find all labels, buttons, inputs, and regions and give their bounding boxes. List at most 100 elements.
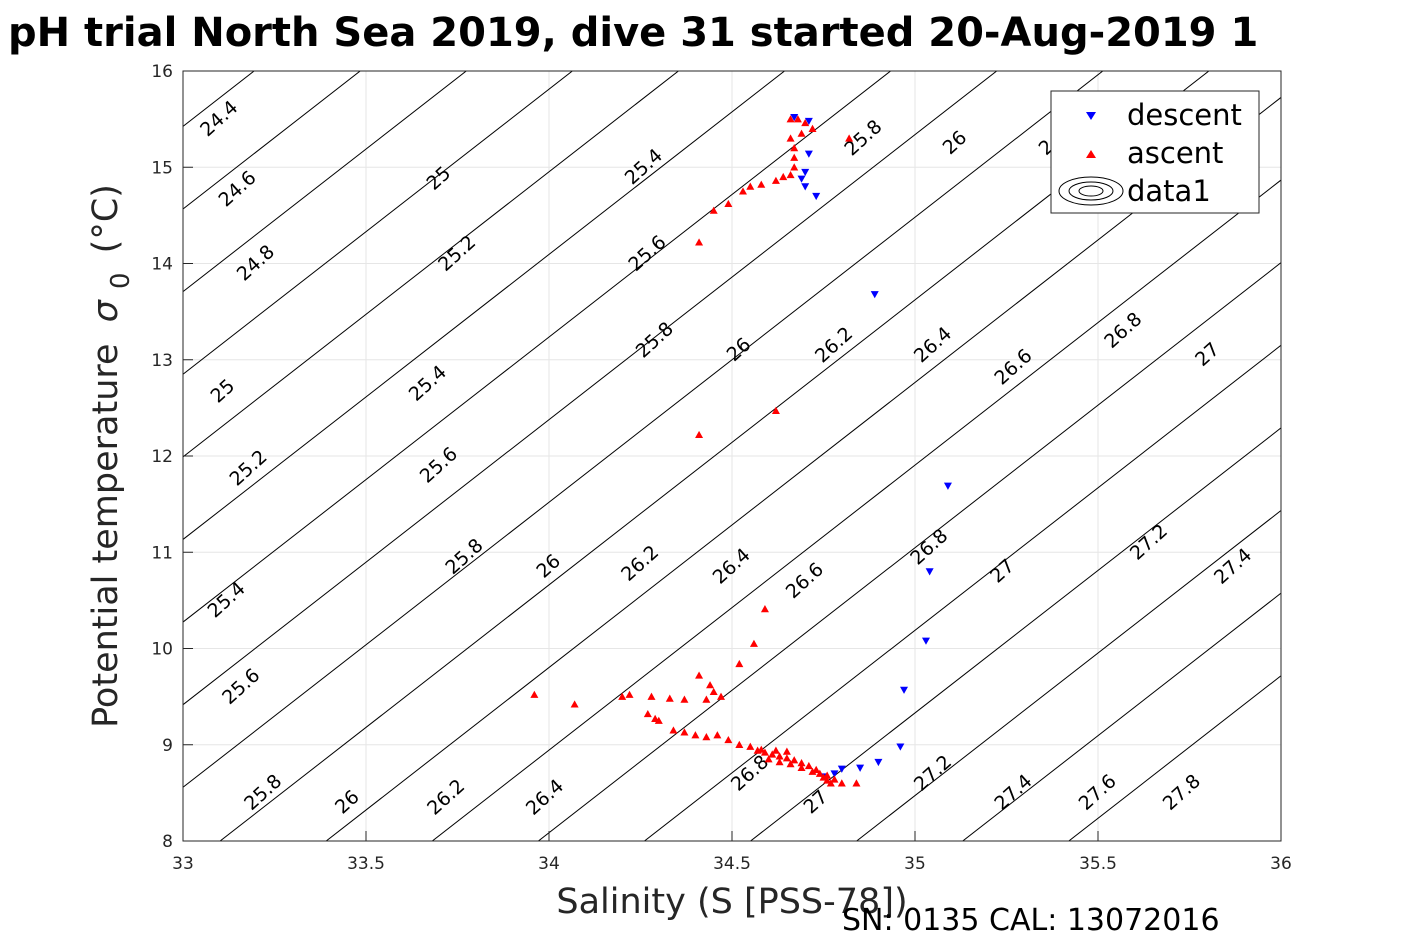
x-tick-label: 35.5 [1079,854,1117,874]
isopycnal-line [183,71,786,541]
ascent-point [830,775,839,783]
ascent-point [815,769,824,777]
ascent-point [852,779,861,787]
data-series [530,114,952,787]
ascent-point [625,690,634,698]
isopycnal-line [183,71,361,210]
y-axis-label-subscript: 0 [106,272,136,289]
ascent-point [702,695,711,703]
isopycnal-line [643,344,1281,841]
y-tick-label: 11 [151,543,173,563]
ascent-point [665,694,674,702]
y-tick-label: 16 [151,62,173,82]
descent-point [900,686,909,694]
isopycnal-line [537,262,1281,841]
y-tick-label: 8 [162,832,173,852]
ascent-point [570,700,579,708]
ascent-point [768,750,777,758]
ascent-point [779,172,788,181]
ascent-point [757,180,766,188]
x-tick-label: 35 [904,854,926,874]
ascent-point [760,605,769,613]
descent-point [797,175,806,183]
descent-point [801,183,810,191]
ascent-point [808,124,817,132]
legend-ascent-marker [1086,150,1096,158]
x-tick-label: 36 [1270,854,1292,874]
y-axis-label-text: Potential temperature [86,343,126,727]
isopycnal-line [183,71,998,706]
descent-point [837,765,846,773]
ascent-point [746,182,755,190]
y-tick-label: 9 [162,736,173,756]
ascent-point [775,752,784,760]
isopycnal-line [855,509,1281,841]
descent-point [925,568,934,576]
ascent-point [797,763,806,772]
descent-point [870,291,879,299]
ascent-point [757,745,766,753]
descent-point [830,770,839,778]
legend-descent-marker [1086,112,1096,120]
ascent-point [786,170,795,179]
isopycnal-line [1068,675,1281,841]
y-tick-label: 14 [151,255,173,275]
ascent-point [797,129,806,137]
axis-ticks: 33 33.5 34 34.5 35 35.5 36 8 9 10 11 12 13 14 15 16 [151,62,1291,874]
ascent-point [709,687,718,696]
ascent-point [709,206,718,214]
descent-point [943,482,952,490]
legend-descent-label: descent [1127,98,1242,132]
x-tick-label: 33 [172,854,194,874]
legend-data1-label: data1 [1127,174,1211,208]
ascent-point [746,742,755,750]
y-tick-label: 13 [151,351,173,371]
ascent-point [643,709,652,718]
ascent-point [695,430,704,439]
ascent-point [647,692,656,700]
ascent-point [695,238,704,246]
ascent-point [724,735,733,744]
isopycnal-line [749,427,1281,841]
ascent-point [749,639,758,647]
isopycnal-line [183,71,468,293]
ascent-point [808,767,817,775]
ascent-point [735,740,744,748]
ascent-point [782,747,791,755]
legend: descent ascent data1 [1050,90,1260,214]
ascent-point [823,776,832,784]
descent-point [801,168,810,177]
ascent-point [680,728,689,736]
svg-text:Potential temperature σ: Potential temperature σ 0 (°C) [86,184,138,728]
ascent-point [793,115,802,123]
descent-point [790,114,799,122]
ascent-point [618,692,627,700]
ascent-point [782,754,791,762]
ascent-point [786,760,795,768]
legend-ascent-label: ascent [1127,136,1223,170]
ascent-point [786,134,795,142]
ascent-point [771,176,780,184]
isopycnal-line [183,71,1104,788]
ascent-point [771,406,780,414]
descent-point [856,764,865,772]
ascent-point [797,759,806,767]
ascent-point [786,115,795,123]
descent-point [921,637,930,645]
ascent-point [823,771,832,779]
ascent-point [735,659,744,668]
ascent-point [760,748,769,756]
ascent-point [713,731,722,739]
footer-serial-calibration: SN: 0135 CAL: 13072016 [842,903,1220,938]
ascent-point [702,733,711,741]
ascent-point [790,153,799,161]
ascent-point [819,773,828,781]
chart-title: pH trial North Sea 2019, dive 31 started… [8,10,1258,56]
ascent-point [738,187,747,195]
x-tick-label: 34.5 [713,854,751,874]
y-tick-label: 10 [151,640,173,660]
ascent-point [691,731,700,739]
ascent-point [826,779,835,787]
ascent-point [790,144,799,152]
y-axis-label: Potential temperature σ 0 (°C) [86,184,138,728]
